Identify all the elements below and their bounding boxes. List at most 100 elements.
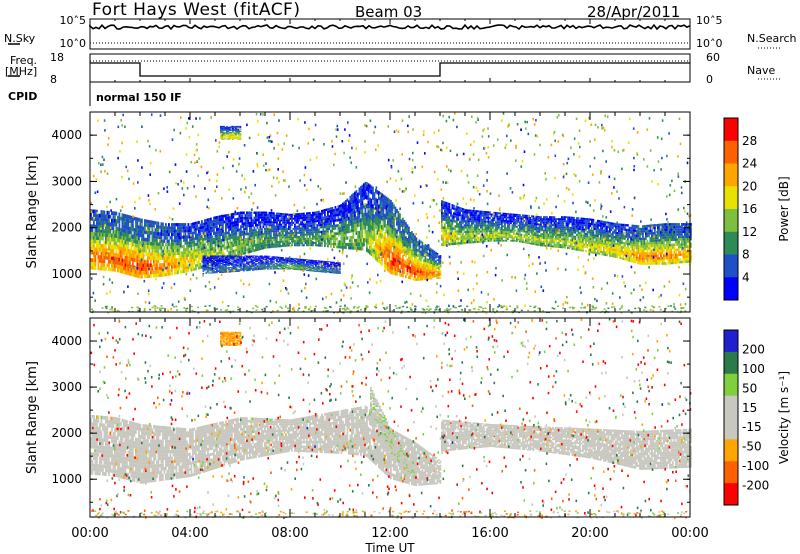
scatter-cell xyxy=(310,233,313,236)
scatter-cell xyxy=(468,235,470,238)
scatter-cell xyxy=(477,232,479,235)
scatter-cell xyxy=(571,243,574,246)
scatter-cell xyxy=(154,266,157,271)
scatter-cell xyxy=(549,237,551,240)
scatter-cell xyxy=(366,247,368,252)
scatter-cell xyxy=(579,232,581,235)
scatter-cell xyxy=(529,220,532,223)
scatter-cell xyxy=(184,257,187,261)
scatter-cell xyxy=(612,226,614,230)
scatter-cell xyxy=(114,230,116,235)
scatter-cell xyxy=(447,240,449,243)
scatter-cell xyxy=(330,225,332,228)
scatter-cell xyxy=(187,232,190,236)
scatter-cell xyxy=(184,223,187,227)
scatter-cell xyxy=(235,223,238,227)
scatter-cell xyxy=(420,250,422,254)
scatter-cell xyxy=(271,212,274,215)
scatter-cell xyxy=(175,268,178,272)
scatter-cell xyxy=(195,258,197,262)
scatter-cell xyxy=(367,200,370,206)
scatter-cell xyxy=(556,226,559,228)
scatter-cell xyxy=(415,264,418,268)
scatter-cell xyxy=(513,213,515,216)
scatter-cell xyxy=(420,253,422,256)
scatter-cell xyxy=(348,223,350,227)
scatter-cell xyxy=(201,229,203,233)
scatter-cell xyxy=(369,245,371,251)
scatter-cell xyxy=(280,230,283,233)
scatter-cell xyxy=(319,230,322,234)
scatter-cell xyxy=(265,239,268,242)
scatter-cell xyxy=(256,241,259,244)
scatter-cell xyxy=(394,241,397,246)
scatter-cell xyxy=(538,231,541,233)
scatter-cell xyxy=(472,209,475,212)
scatter-cell xyxy=(298,217,301,220)
scatter-cell xyxy=(495,225,497,227)
scatter-cell xyxy=(460,235,463,238)
scatter-cell xyxy=(118,238,121,243)
scatter-cell xyxy=(469,218,472,221)
scatter-cell xyxy=(496,239,499,242)
scatter-cell xyxy=(183,238,185,242)
scatter-cell xyxy=(145,219,148,224)
scatter-cell xyxy=(585,250,587,253)
scatter-cell xyxy=(543,229,545,232)
scatter-cell xyxy=(376,252,379,258)
scatter-cell xyxy=(100,221,103,226)
scatter-cell xyxy=(117,215,119,220)
scatter-cell xyxy=(516,233,518,235)
scatter-cell xyxy=(376,230,379,235)
scatter-cell xyxy=(567,216,569,219)
scatter-cell xyxy=(378,236,380,241)
scatter-cell xyxy=(162,256,164,260)
scatter-cell xyxy=(603,249,605,252)
scatter-cell xyxy=(474,216,476,219)
scatter-cell xyxy=(618,243,620,246)
scatter-cell xyxy=(603,244,605,247)
scatter-cell xyxy=(238,231,241,234)
scatter-cell xyxy=(282,236,284,239)
scatter-cell xyxy=(616,232,619,235)
scatter-cell xyxy=(402,221,404,226)
scatter-cell xyxy=(364,212,367,217)
scatter-cell xyxy=(283,219,286,222)
scatter-cell xyxy=(289,242,292,245)
scatter-cell xyxy=(478,224,481,227)
scatter-cell xyxy=(393,213,395,218)
scatter-cell xyxy=(436,252,439,255)
scatter-cell xyxy=(495,237,497,240)
scatter-cell xyxy=(565,222,568,225)
scatter-cell xyxy=(348,200,350,204)
scatter-cell xyxy=(156,256,158,260)
scatter-cell xyxy=(144,274,146,279)
scatter-cell xyxy=(390,246,392,251)
scatter-cell xyxy=(168,259,170,263)
scatter-cell xyxy=(559,228,562,231)
scatter-cell xyxy=(442,226,445,230)
scatter-cell xyxy=(112,226,115,231)
scatter-cell xyxy=(444,240,446,244)
scatter-cell xyxy=(346,236,349,240)
scatter-cell xyxy=(601,220,604,223)
scatter-cell xyxy=(549,235,551,238)
scatter-cell xyxy=(480,224,482,227)
scatter-cell xyxy=(364,233,367,238)
scatter-cell xyxy=(244,222,247,225)
scatter-cell xyxy=(576,221,578,224)
scatter-cell xyxy=(561,244,563,247)
scatter-cell xyxy=(259,238,262,241)
scatter-cell xyxy=(418,247,421,250)
scatter-cell xyxy=(552,235,554,238)
scatter-cell xyxy=(246,216,248,220)
scatter-cell xyxy=(219,218,221,222)
scatter-cell xyxy=(408,262,410,266)
scatter-cell xyxy=(472,216,475,219)
scatter-cell xyxy=(102,214,104,218)
scatter-cell xyxy=(445,221,448,224)
scatter-cell xyxy=(486,238,488,240)
scatter-cell xyxy=(225,246,227,250)
scatter-cell xyxy=(196,236,199,240)
scatter-cell xyxy=(489,220,491,223)
